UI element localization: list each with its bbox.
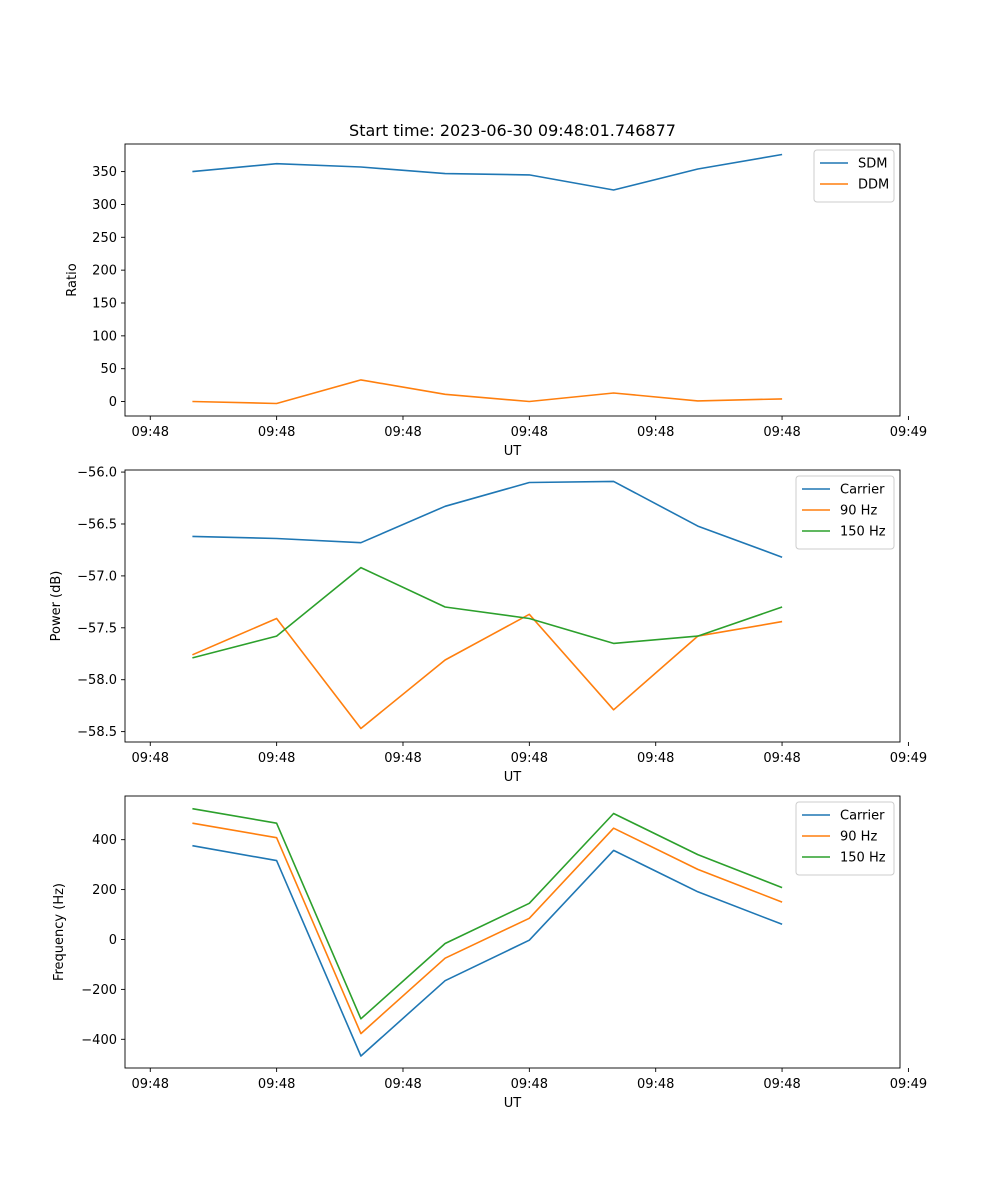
- y-tick-label: −56.5: [77, 517, 117, 532]
- legend: Carrier 90 Hz 150 Hz: [795, 801, 895, 876]
- x-tick-label: 09:49: [890, 425, 927, 440]
- x-tick-label: 09:48: [258, 751, 295, 766]
- y-tick-label: 0: [109, 395, 117, 410]
- power-panel: 09:48 09:48 09:48 09:48 09:48 09:48 09:49 −58.5…: [49, 466, 927, 785]
- y-tick-label: −400: [81, 1033, 117, 1048]
- x-tick-label: 09:48: [637, 751, 674, 766]
- legend-label: 90 Hz: [840, 830, 877, 845]
- series-line-90-hz: [192, 613, 783, 730]
- legend-label: SDM: [858, 157, 887, 172]
- y-axis-label: Ratio: [65, 263, 80, 296]
- y-tick-label: −200: [81, 983, 117, 998]
- y-tick-label: 200: [92, 264, 117, 279]
- x-tick-label: 09:48: [763, 1077, 800, 1092]
- x-tick-label: 09:48: [763, 425, 800, 440]
- y-tick-label: −57.5: [77, 621, 117, 636]
- x-tick-label: 09:48: [132, 751, 169, 766]
- y-tick-label: 300: [92, 198, 117, 213]
- y-tick-label: 400: [92, 833, 117, 848]
- y-tick-label: −58.5: [77, 725, 117, 740]
- series-line-carrier: [192, 844, 783, 1057]
- x-tick-label: 09:49: [890, 1077, 927, 1092]
- ratio-panel: Start time: 2023-06-30 09:48:01.746877 09…: [65, 121, 927, 459]
- y-tick-label: 150: [92, 296, 117, 311]
- series-line-sdm: [192, 153, 783, 191]
- y-tick-label: 0: [109, 933, 117, 948]
- x-tick-label: 09:48: [763, 751, 800, 766]
- y-axis-label: Power (dB): [49, 571, 64, 642]
- axes-frame: [124, 469, 901, 743]
- y-tick-label: 100: [92, 329, 117, 344]
- x-tick-label: 09:48: [511, 751, 548, 766]
- axes-frame: [124, 143, 901, 417]
- x-tick-label: 09:48: [637, 1077, 674, 1092]
- series-line-90-hz: [192, 822, 783, 1035]
- x-tick-label: 09:48: [384, 1077, 421, 1092]
- x-tick-label: 09:48: [511, 425, 548, 440]
- y-tick-label: −58.0: [77, 673, 117, 688]
- axes-frame: [124, 795, 901, 1069]
- x-tick-label: 09:48: [258, 425, 295, 440]
- x-tick-label: 09:48: [511, 1077, 548, 1092]
- y-tick-label: 350: [92, 165, 117, 180]
- x-tick-label: 09:48: [132, 1077, 169, 1092]
- series-line-ddm: [192, 379, 783, 405]
- legend-label: Carrier: [840, 809, 885, 824]
- x-tick-label: 09:48: [384, 425, 421, 440]
- x-axis-label: UT: [504, 444, 522, 459]
- x-tick-label: 09:48: [384, 751, 421, 766]
- x-tick-label: 09:49: [890, 751, 927, 766]
- legend-label: DDM: [858, 178, 889, 193]
- series-line-150-hz: [192, 807, 783, 1020]
- legend: Carrier 90 Hz 150 Hz: [795, 475, 895, 550]
- frequency-panel: 09:48 09:48 09:48 09:48 09:48 09:48 09:49 −400 −…: [52, 795, 927, 1111]
- series-line-carrier: [192, 480, 783, 558]
- x-tick-label: 09:48: [637, 425, 674, 440]
- series-line-150-hz: [192, 566, 783, 659]
- legend-label: Carrier: [840, 483, 885, 498]
- x-tick-label: 09:48: [132, 425, 169, 440]
- y-axis-label: Frequency (Hz): [52, 883, 67, 981]
- legend-label: 150 Hz: [840, 525, 886, 540]
- legend-label: 150 Hz: [840, 851, 886, 866]
- x-axis-label: UT: [504, 770, 522, 785]
- legend-label: 90 Hz: [840, 504, 877, 519]
- x-tick-label: 09:48: [258, 1077, 295, 1092]
- chart-title: Start time: 2023-06-30 09:48:01.746877: [349, 121, 676, 140]
- y-tick-label: −56.0: [77, 466, 117, 481]
- legend: SDM DDM: [813, 149, 895, 203]
- x-axis-label: UT: [504, 1096, 522, 1111]
- y-tick-label: 50: [100, 362, 117, 377]
- y-tick-label: 200: [92, 883, 117, 898]
- y-tick-label: −57.0: [77, 569, 117, 584]
- y-tick-label: 250: [92, 231, 117, 246]
